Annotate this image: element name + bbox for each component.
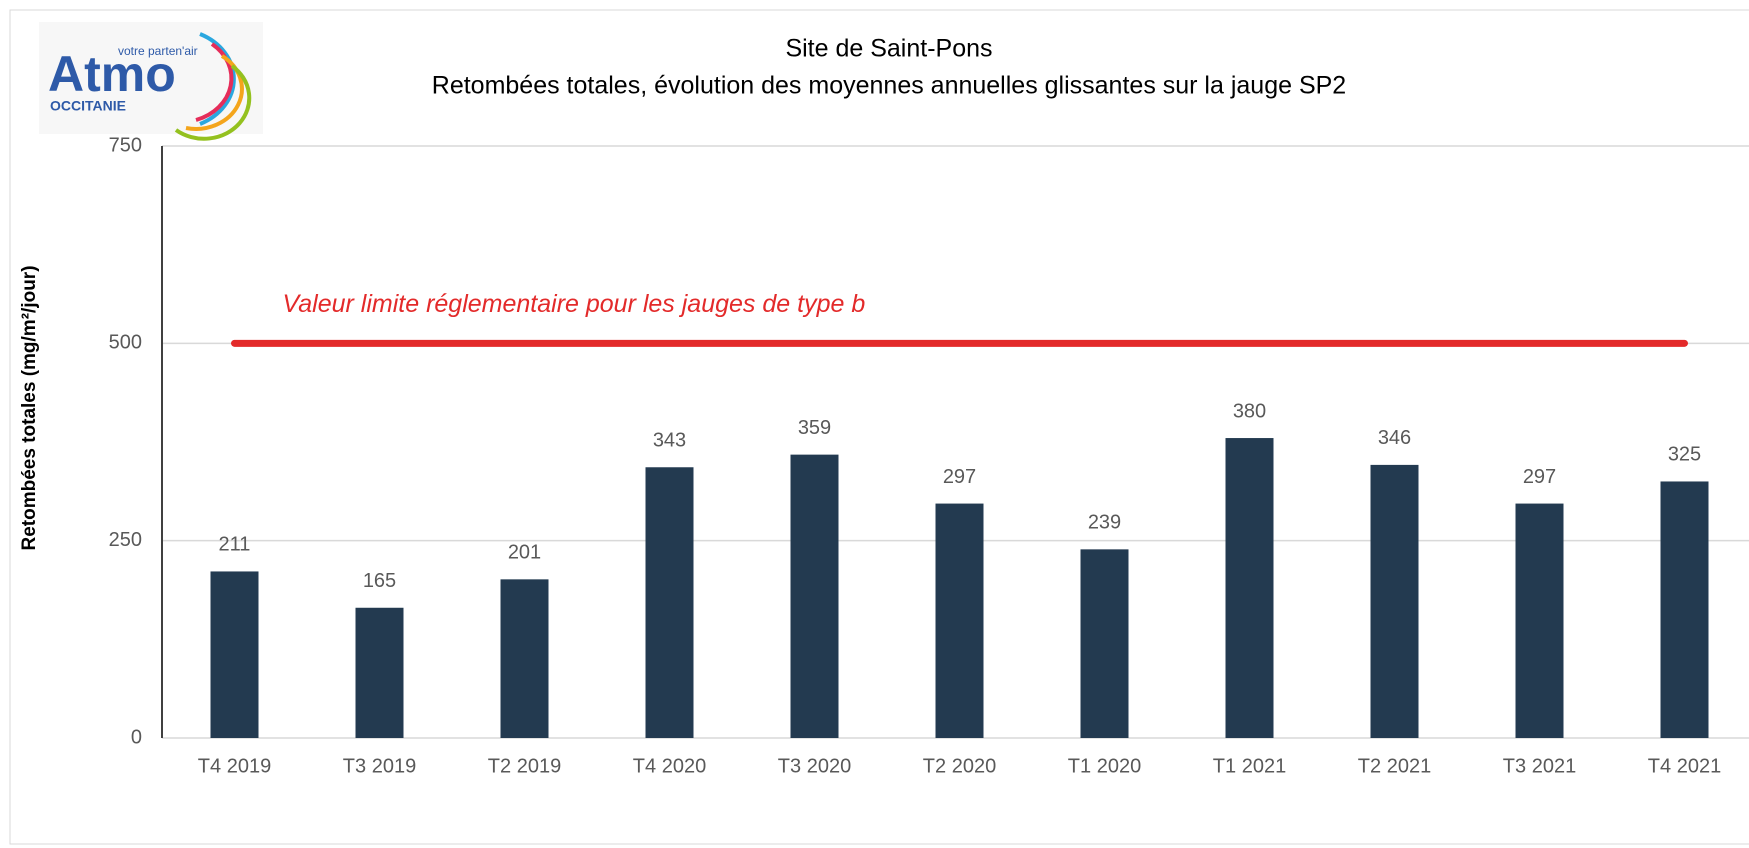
x-tick-label: T4 2021 (1648, 755, 1721, 777)
logo: votre parten'air Atmo OCCITANIE (39, 22, 263, 141)
bar (1660, 481, 1709, 738)
logo-arc (174, 64, 252, 141)
bar (935, 503, 984, 738)
data-label: 201 (508, 542, 541, 564)
chart-title: Site de Saint-Pons (785, 35, 992, 63)
y-axis-label: Retombées totales (mg/m²/jour) (19, 265, 40, 550)
data-label: 239 (1088, 512, 1121, 534)
logo-name: Atmo (48, 46, 176, 102)
data-label: 346 (1378, 427, 1411, 449)
x-tick-label: T3 2019 (343, 755, 416, 777)
bar (1515, 503, 1564, 738)
bar (1080, 549, 1129, 738)
bar (790, 454, 839, 738)
chart-border (9, 9, 1749, 845)
data-label: 380 (1233, 400, 1266, 422)
bar (1225, 438, 1274, 738)
bar (500, 579, 549, 738)
limit-label: Valeur limite réglementaire pour les jau… (283, 290, 866, 318)
x-tick-label: T2 2019 (488, 755, 561, 777)
bar (210, 571, 259, 738)
data-label: 359 (798, 417, 831, 439)
logo-tagline: votre parten'air (118, 44, 198, 58)
x-tick-label: T4 2020 (633, 755, 706, 777)
x-tick-label: T4 2019 (198, 755, 271, 777)
y-tick-label: 250 (109, 529, 142, 551)
data-label: 325 (1668, 444, 1701, 466)
x-tick-label: T1 2020 (1068, 755, 1141, 777)
bar (645, 467, 694, 738)
bar (1370, 464, 1419, 738)
logo-bg (39, 22, 263, 134)
data-label: 297 (943, 466, 976, 488)
x-tick-label: T3 2021 (1503, 755, 1576, 777)
data-label: 343 (653, 430, 686, 452)
y-tick-label: 0 (131, 726, 142, 748)
y-tick-label: 750 (109, 134, 142, 156)
data-label: 297 (1523, 466, 1556, 488)
logo-region: OCCITANIE (50, 98, 126, 114)
chart-subtitle: Retombées totales, évolution des moyenne… (432, 72, 1346, 100)
bar (355, 607, 404, 738)
x-tick-label: T2 2021 (1358, 755, 1431, 777)
data-label: 165 (363, 570, 396, 592)
y-tick-label: 500 (109, 332, 142, 354)
data-label: 211 (219, 534, 251, 556)
x-tick-label: T1 2021 (1213, 755, 1286, 777)
logo-arc (199, 32, 236, 126)
x-tick-label: T3 2020 (778, 755, 851, 777)
x-tick-label: T2 2020 (923, 755, 996, 777)
logo-arc (195, 42, 234, 122)
